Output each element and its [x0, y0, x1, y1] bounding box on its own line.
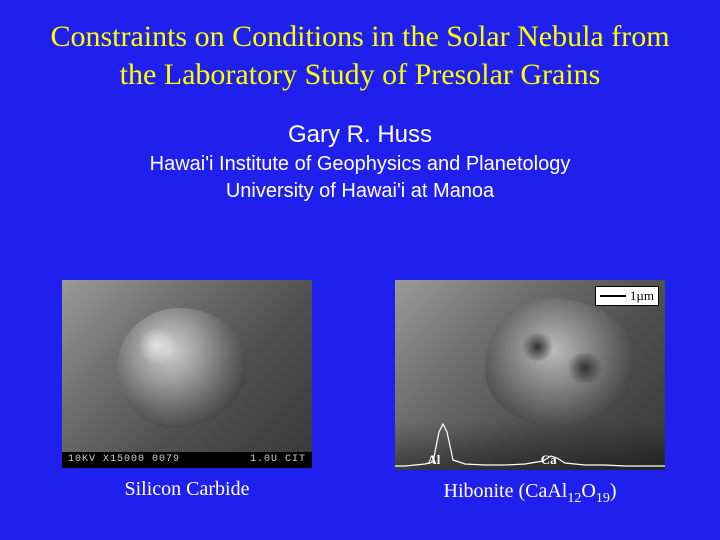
figure-hibonite: 1µm Al Ca Hibonite (CaAl12O19) [395, 280, 665, 507]
affiliation-line-2: University of Hawai'i at Manoa [0, 180, 720, 203]
scale-bar-label: 1µm [630, 288, 654, 304]
eds-spectrum: Al Ca [395, 422, 665, 470]
caption-hibonite-prefix: Hibonite (CaAl [444, 480, 568, 502]
affiliation-line-1: Hawai'i Institute of Geophysics and Plan… [0, 153, 720, 176]
grain-hibonite [485, 298, 635, 428]
figures-row: 10KV X15000 0079 1.0U CIT Silicon Carbid… [0, 280, 720, 540]
caption-hibonite-mid: O [581, 480, 595, 502]
caption-hibonite-sub2: 19 [596, 491, 610, 506]
caption-hibonite: Hibonite (CaAl12O19) [395, 480, 665, 507]
figure-silicon-carbide: 10KV X15000 0079 1.0U CIT Silicon Carbid… [62, 280, 312, 501]
grain-sic [117, 308, 247, 428]
author-name: Gary R. Huss [0, 121, 720, 149]
caption-hibonite-sub1: 12 [567, 491, 581, 506]
caption-hibonite-suffix: ) [610, 480, 617, 502]
sem-text-left: 10KV X15000 0079 [68, 454, 180, 466]
sem-image-sic: 10KV X15000 0079 1.0U CIT [62, 280, 312, 468]
caption-sic: Silicon Carbide [62, 478, 312, 501]
sem-info-bar: 10KV X15000 0079 1.0U CIT [62, 452, 312, 468]
sem-text-right: 1.0U CIT [250, 454, 306, 466]
scale-bar: 1µm [595, 286, 659, 306]
author-block: Gary R. Huss Hawai'i Institute of Geophy… [0, 121, 720, 203]
peak-label-al: Al [427, 452, 440, 468]
scale-bar-line [600, 295, 626, 297]
slide-title: Constraints on Conditions in the Solar N… [0, 0, 720, 93]
peak-label-ca: Ca [541, 452, 557, 468]
sem-image-hibonite: 1µm Al Ca [395, 280, 665, 470]
